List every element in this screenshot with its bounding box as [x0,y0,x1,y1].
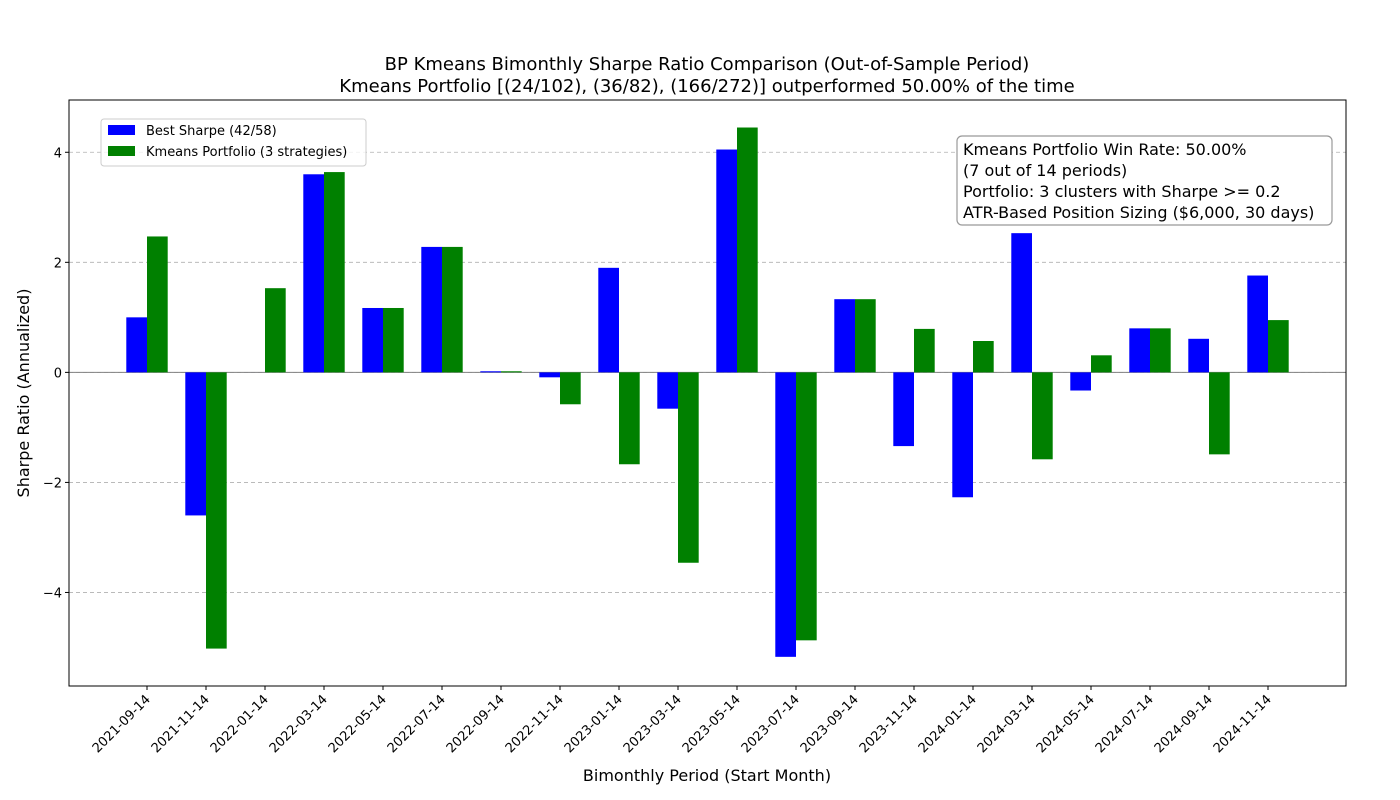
x-tick-label: 2024-01-14 [916,692,980,756]
y-axis-ticks: −4 −2 0 2 4 [43,146,69,601]
y-tick-label: 2 [54,256,62,271]
y-axis-label: Sharpe Ratio (Annualized) [14,289,33,498]
bar-best-sharpe [775,372,796,657]
x-tick-label: 2024-07-14 [1093,692,1157,756]
legend-swatch-kmeans-portfolio [108,146,135,156]
chart-title: BP Kmeans Bimonthly Sharpe Ratio Compari… [385,54,1030,75]
bar-kmeans-portfolio [619,372,640,465]
x-tick-label: 2022-09-14 [444,692,508,756]
y-tick-label: 4 [54,146,62,161]
bar-kmeans-portfolio [501,371,522,373]
x-tick-label: 2024-09-14 [1152,692,1216,756]
win-rate-annotation: Kmeans Portfolio Win Rate: 50.00% (7 out… [956,135,1333,226]
x-tick-label: 2024-05-14 [1034,692,1098,756]
plot-frame [68,99,1347,687]
bar-best-sharpe [480,371,501,373]
bar-kmeans-portfolio [265,288,286,373]
x-tick-label: 2021-09-14 [90,692,154,756]
x-tick-label: 2021-11-14 [149,692,213,756]
bar-kmeans-portfolio [324,172,345,373]
bar-best-sharpe [1188,338,1209,373]
bar-best-sharpe [1011,233,1032,373]
legend-swatch-best-sharpe [108,125,135,135]
bar-kmeans-portfolio [914,328,935,373]
bar-best-sharpe [598,267,619,373]
x-tick-label: 2022-11-14 [503,692,567,756]
legend: Best Sharpe (42/58) Kmeans Portfolio (3 … [100,118,367,167]
bar-best-sharpe [1247,275,1268,373]
bar-kmeans-portfolio [678,372,699,563]
x-tick-label: 2023-05-14 [680,692,744,756]
bar-best-sharpe [126,317,147,373]
bar-best-sharpe [185,372,206,516]
bar-best-sharpe [657,372,678,409]
bars-group [126,127,1289,657]
bar-kmeans-portfolio [1150,328,1171,373]
bar-best-sharpe [952,372,973,498]
bar-kmeans-portfolio [1032,372,1053,460]
bar-kmeans-portfolio [383,307,404,373]
x-tick-label: 2023-09-14 [798,692,862,756]
x-tick-label: 2024-11-14 [1211,692,1275,756]
bar-kmeans-portfolio [1091,355,1112,373]
bar-best-sharpe [362,307,383,373]
bar-kmeans-portfolio [442,246,463,373]
bar-kmeans-portfolio [1268,320,1289,373]
y-tick-label: −4 [43,586,62,601]
x-tick-label: 2023-07-14 [739,692,803,756]
x-axis-ticks: 2021-09-142021-11-142022-01-142022-03-14… [90,686,1275,756]
x-tick-label: 2022-01-14 [208,692,272,756]
annotation-line-periods: (7 out of 14 periods) [963,161,1127,180]
legend-box [100,118,367,167]
bar-best-sharpe [893,372,914,447]
x-axis-label: Bimonthly Period (Start Month) [583,766,831,785]
bar-kmeans-portfolio [737,127,758,373]
legend-label-kmeans-portfolio: Kmeans Portfolio (3 strategies) [146,145,347,160]
x-tick-label: 2022-07-14 [385,692,449,756]
y-tick-label: −2 [43,476,62,491]
x-tick-label: 2023-03-14 [621,692,685,756]
annotation-box [956,135,1333,226]
y-tick-label: 0 [54,366,62,381]
chart-subtitle: Kmeans Portfolio [(24/102), (36/82), (16… [339,76,1074,97]
annotation-line-sizing: ATR-Based Position Sizing ($6,000, 30 da… [963,203,1314,222]
x-tick-label: 2022-03-14 [267,692,331,756]
bar-kmeans-portfolio [796,372,817,641]
bar-kmeans-portfolio [855,299,876,373]
bar-kmeans-portfolio [1209,372,1230,455]
x-tick-label: 2022-05-14 [326,692,390,756]
bar-kmeans-portfolio [973,341,994,373]
annotation-line-clusters: Portfolio: 3 clusters with Sharpe >= 0.2 [963,182,1281,201]
annotation-line-win-rate: Kmeans Portfolio Win Rate: 50.00% [963,140,1247,159]
bar-kmeans-portfolio [147,236,168,373]
bar-best-sharpe [1070,372,1091,391]
bar-best-sharpe [1129,328,1150,373]
bar-best-sharpe [421,246,442,373]
bar-best-sharpe [303,174,324,373]
x-tick-label: 2023-01-14 [562,692,626,756]
bar-best-sharpe [834,299,855,373]
bar-best-sharpe [539,372,560,378]
legend-label-best-sharpe: Best Sharpe (42/58) [146,124,277,139]
x-tick-label: 2024-03-14 [975,692,1039,756]
x-tick-label: 2023-11-14 [857,692,921,756]
bar-best-sharpe [716,149,737,373]
bar-kmeans-portfolio [560,372,581,405]
bar-kmeans-portfolio [206,372,227,649]
